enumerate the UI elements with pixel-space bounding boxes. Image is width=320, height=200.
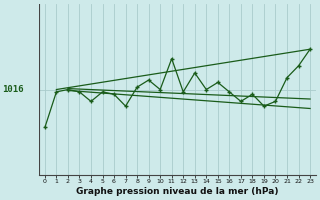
Text: 1016: 1016	[3, 85, 24, 94]
X-axis label: Graphe pression niveau de la mer (hPa): Graphe pression niveau de la mer (hPa)	[76, 187, 279, 196]
